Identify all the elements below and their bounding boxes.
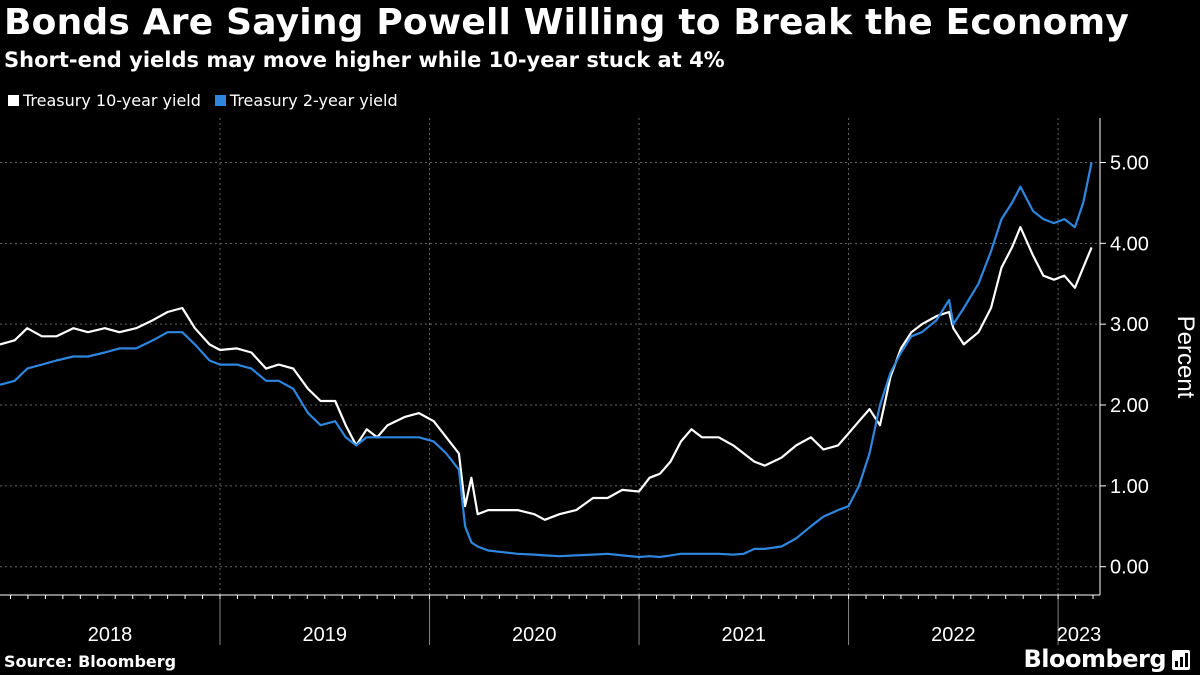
legend-swatch-10-year bbox=[8, 95, 19, 106]
y-tick-label: 2.00 bbox=[1110, 395, 1149, 417]
y-axis-title: Percent bbox=[1172, 316, 1199, 399]
legend-label-2-year: Treasury 2-year yield bbox=[229, 91, 398, 110]
legend-swatch-2-year bbox=[214, 95, 226, 106]
x-tick-label: 2021 bbox=[722, 624, 767, 646]
x-tick-label: 2019 bbox=[303, 624, 348, 646]
source-note: Source: Bloomberg bbox=[4, 652, 177, 671]
series-line-2-year bbox=[0, 162, 1093, 559]
bloomberg-logo: Bloomberg bbox=[1023, 645, 1167, 673]
chart-subtitle: Short-end yields may move higher while 1… bbox=[4, 48, 725, 72]
legend-item-10-year: Treasury 10-year yield bbox=[8, 91, 201, 110]
y-tick-label: 4.00 bbox=[1110, 233, 1149, 255]
x-tick-label: 2023 bbox=[1057, 624, 1102, 646]
x-tick-label: 2022 bbox=[931, 624, 976, 646]
y-tick-label: 1.00 bbox=[1110, 476, 1149, 498]
x-tick-label: 2020 bbox=[512, 624, 557, 646]
legend-label-10-year: Treasury 10-year yield bbox=[23, 91, 201, 110]
bloomberg-chart-icon bbox=[1172, 650, 1190, 670]
chart-title: Bonds Are Saying Powell Willing to Break… bbox=[4, 2, 1129, 43]
y-tick-label: 3.00 bbox=[1110, 314, 1149, 336]
y-tick-label: 0.00 bbox=[1110, 557, 1149, 579]
x-tick-label: 2018 bbox=[88, 624, 133, 646]
y-tick-label: 5.00 bbox=[1110, 152, 1149, 174]
legend: Treasury 10-year yield Treasury 2-year y… bbox=[8, 91, 398, 110]
legend-item-2-year: Treasury 2-year yield bbox=[214, 91, 398, 110]
series-line-10-year bbox=[0, 226, 1093, 521]
